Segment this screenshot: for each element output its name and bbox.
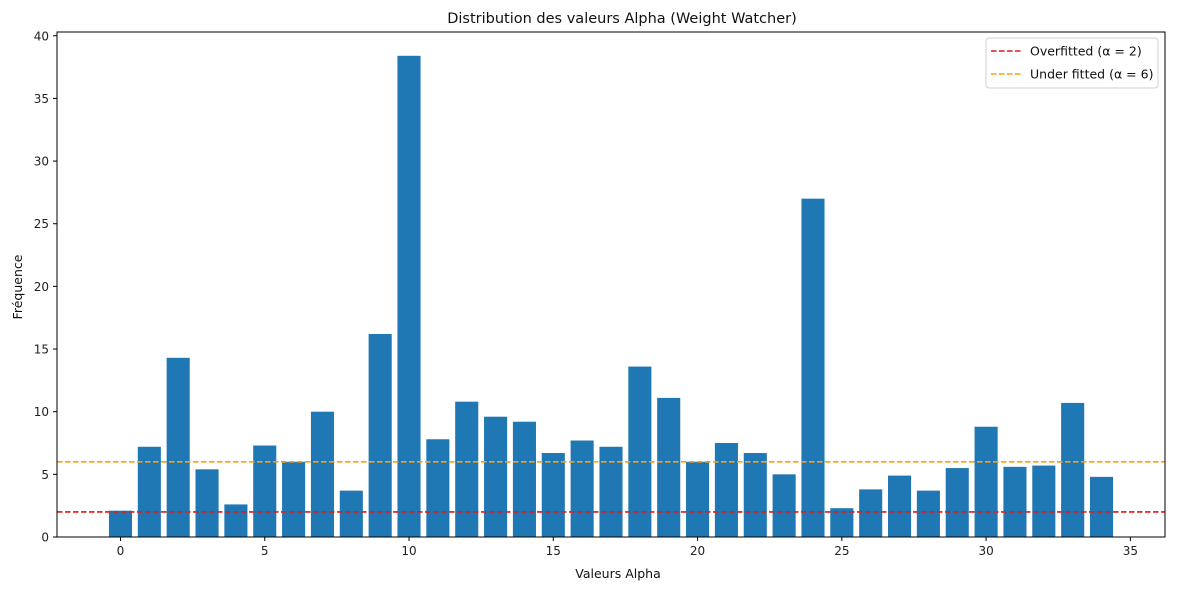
x-tick-label: 15	[546, 544, 561, 558]
bar-13	[484, 416, 508, 537]
bar-29	[945, 468, 969, 537]
bar-1	[137, 446, 161, 537]
bar-32	[1032, 465, 1056, 537]
x-tick-label: 30	[978, 544, 993, 558]
bar-31	[1003, 466, 1027, 537]
bar-4	[224, 504, 248, 537]
bar-0	[108, 510, 133, 537]
chart-title: Distribution des valeurs Alpha (Weight W…	[447, 11, 797, 27]
y-axis-title: Fréquence	[10, 254, 25, 319]
bar-27	[888, 475, 912, 537]
reference-lines-layer	[57, 461, 1165, 513]
bar-18	[628, 366, 652, 537]
bar-23	[772, 474, 796, 537]
bar-3	[195, 469, 219, 537]
bar-20	[686, 461, 710, 537]
bar-2	[166, 357, 190, 537]
bar-28	[916, 490, 940, 537]
legend-label-underfitted: Under fitted (α = 6)	[1030, 67, 1153, 82]
y-tick-label: 0	[41, 531, 49, 545]
y-tick-label: 20	[34, 280, 49, 294]
legend-label-overfitted: Overfitted (α = 2)	[1030, 44, 1142, 59]
bar-5	[253, 445, 277, 537]
bar-25	[830, 508, 854, 537]
bar-33	[1061, 402, 1085, 537]
y-tick-label: 35	[34, 92, 49, 106]
bar-9	[368, 333, 392, 537]
bar-19	[657, 397, 681, 537]
bar-21	[714, 443, 738, 537]
y-tick-label: 30	[34, 155, 49, 169]
x-axis-title: Valeurs Alpha	[575, 566, 661, 581]
bar-8	[339, 490, 363, 537]
legend: Overfitted (α = 2) Under fitted (α = 6)	[985, 37, 1159, 89]
plot-frame	[56, 31, 1166, 538]
bar-16	[570, 440, 594, 537]
x-tick-label: 10	[401, 544, 416, 558]
bar-17	[599, 446, 623, 537]
x-tick-label: 35	[1123, 544, 1138, 558]
bar-7	[310, 411, 334, 537]
bars-layer	[108, 55, 1114, 538]
bar-24	[801, 198, 825, 537]
y-axis: 0 5 10 15 20 25 30 35 40	[34, 29, 57, 545]
x-tick-label: 25	[834, 544, 849, 558]
x-axis: 0 5 10 15 20 25 30 35	[117, 537, 1138, 558]
legend-box	[985, 37, 1159, 89]
y-tick-label: 5	[41, 468, 49, 482]
bar-12	[455, 401, 479, 537]
bar-15	[541, 453, 565, 537]
y-tick-label: 40	[34, 29, 49, 43]
bar-22	[743, 453, 767, 537]
bar-10	[397, 55, 421, 538]
bar-14	[512, 421, 536, 537]
bar-34	[1089, 476, 1114, 537]
bar-11	[426, 439, 450, 537]
x-tick-label: 0	[117, 544, 125, 558]
y-tick-label: 25	[34, 217, 49, 231]
bar-30	[974, 426, 998, 537]
y-tick-label: 15	[34, 343, 49, 357]
bar-6	[282, 461, 306, 537]
bar-26	[859, 489, 883, 537]
y-tick-label: 10	[34, 405, 49, 419]
x-tick-label: 5	[261, 544, 269, 558]
x-tick-label: 20	[690, 544, 705, 558]
